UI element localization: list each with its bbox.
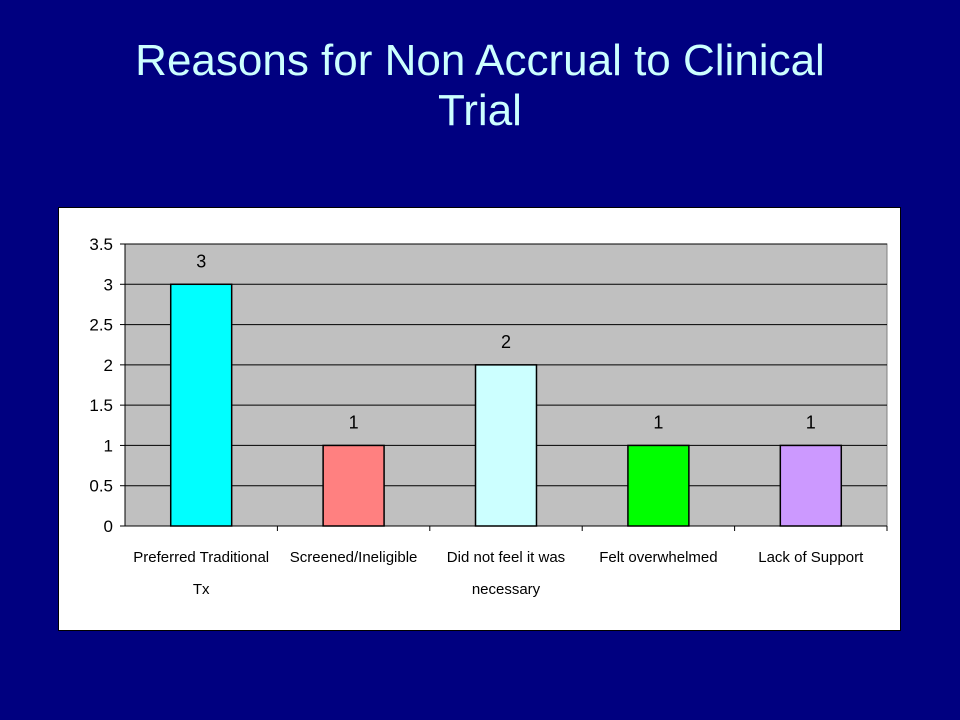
chart-frame: 0 0.5 1 1.5 2 2.5 3 3.5 3 Preferred Traditional Tx… (58, 207, 901, 631)
slide-title: Reasons for Non Accrual to Clinical Tria… (60, 36, 900, 136)
bar (627, 444, 690, 527)
data-label: 1 (653, 412, 663, 432)
y-tick-label: 2.5 (89, 316, 113, 335)
bar (322, 444, 385, 527)
x-category-label: Felt overwhelmed (599, 549, 717, 566)
slide-title-line-2: Trial (438, 86, 522, 135)
data-label: 3 (196, 251, 206, 271)
y-tick-label: 3.5 (89, 235, 113, 254)
x-category-label: Tx (193, 581, 210, 598)
y-tick-label: 3 (104, 275, 113, 294)
y-tick-label: 1 (104, 436, 113, 455)
y-tick-label: 0 (104, 517, 113, 536)
x-category-label: Preferred Traditional (133, 549, 269, 566)
data-label: 1 (806, 412, 816, 432)
y-tick-label: 1.5 (89, 396, 113, 415)
x-category-label: Lack of Support (758, 549, 864, 566)
x-category-label: Screened/Ineligible (290, 549, 418, 566)
bar (779, 444, 843, 527)
x-category-label: necessary (472, 581, 541, 598)
bar (169, 283, 233, 527)
data-label: 1 (349, 412, 359, 432)
y-tick-label: 2 (104, 356, 113, 375)
bar (474, 364, 538, 527)
y-tick-label: 0.5 (89, 477, 113, 496)
slide-title-line-1: Reasons for Non Accrual to Clinical (135, 36, 825, 85)
bar-chart: 0 0.5 1 1.5 2 2.5 3 3.5 3 Preferred Traditional Tx… (89, 235, 888, 598)
x-category-label: Did not feel it was (447, 549, 565, 566)
data-label: 2 (501, 332, 511, 352)
